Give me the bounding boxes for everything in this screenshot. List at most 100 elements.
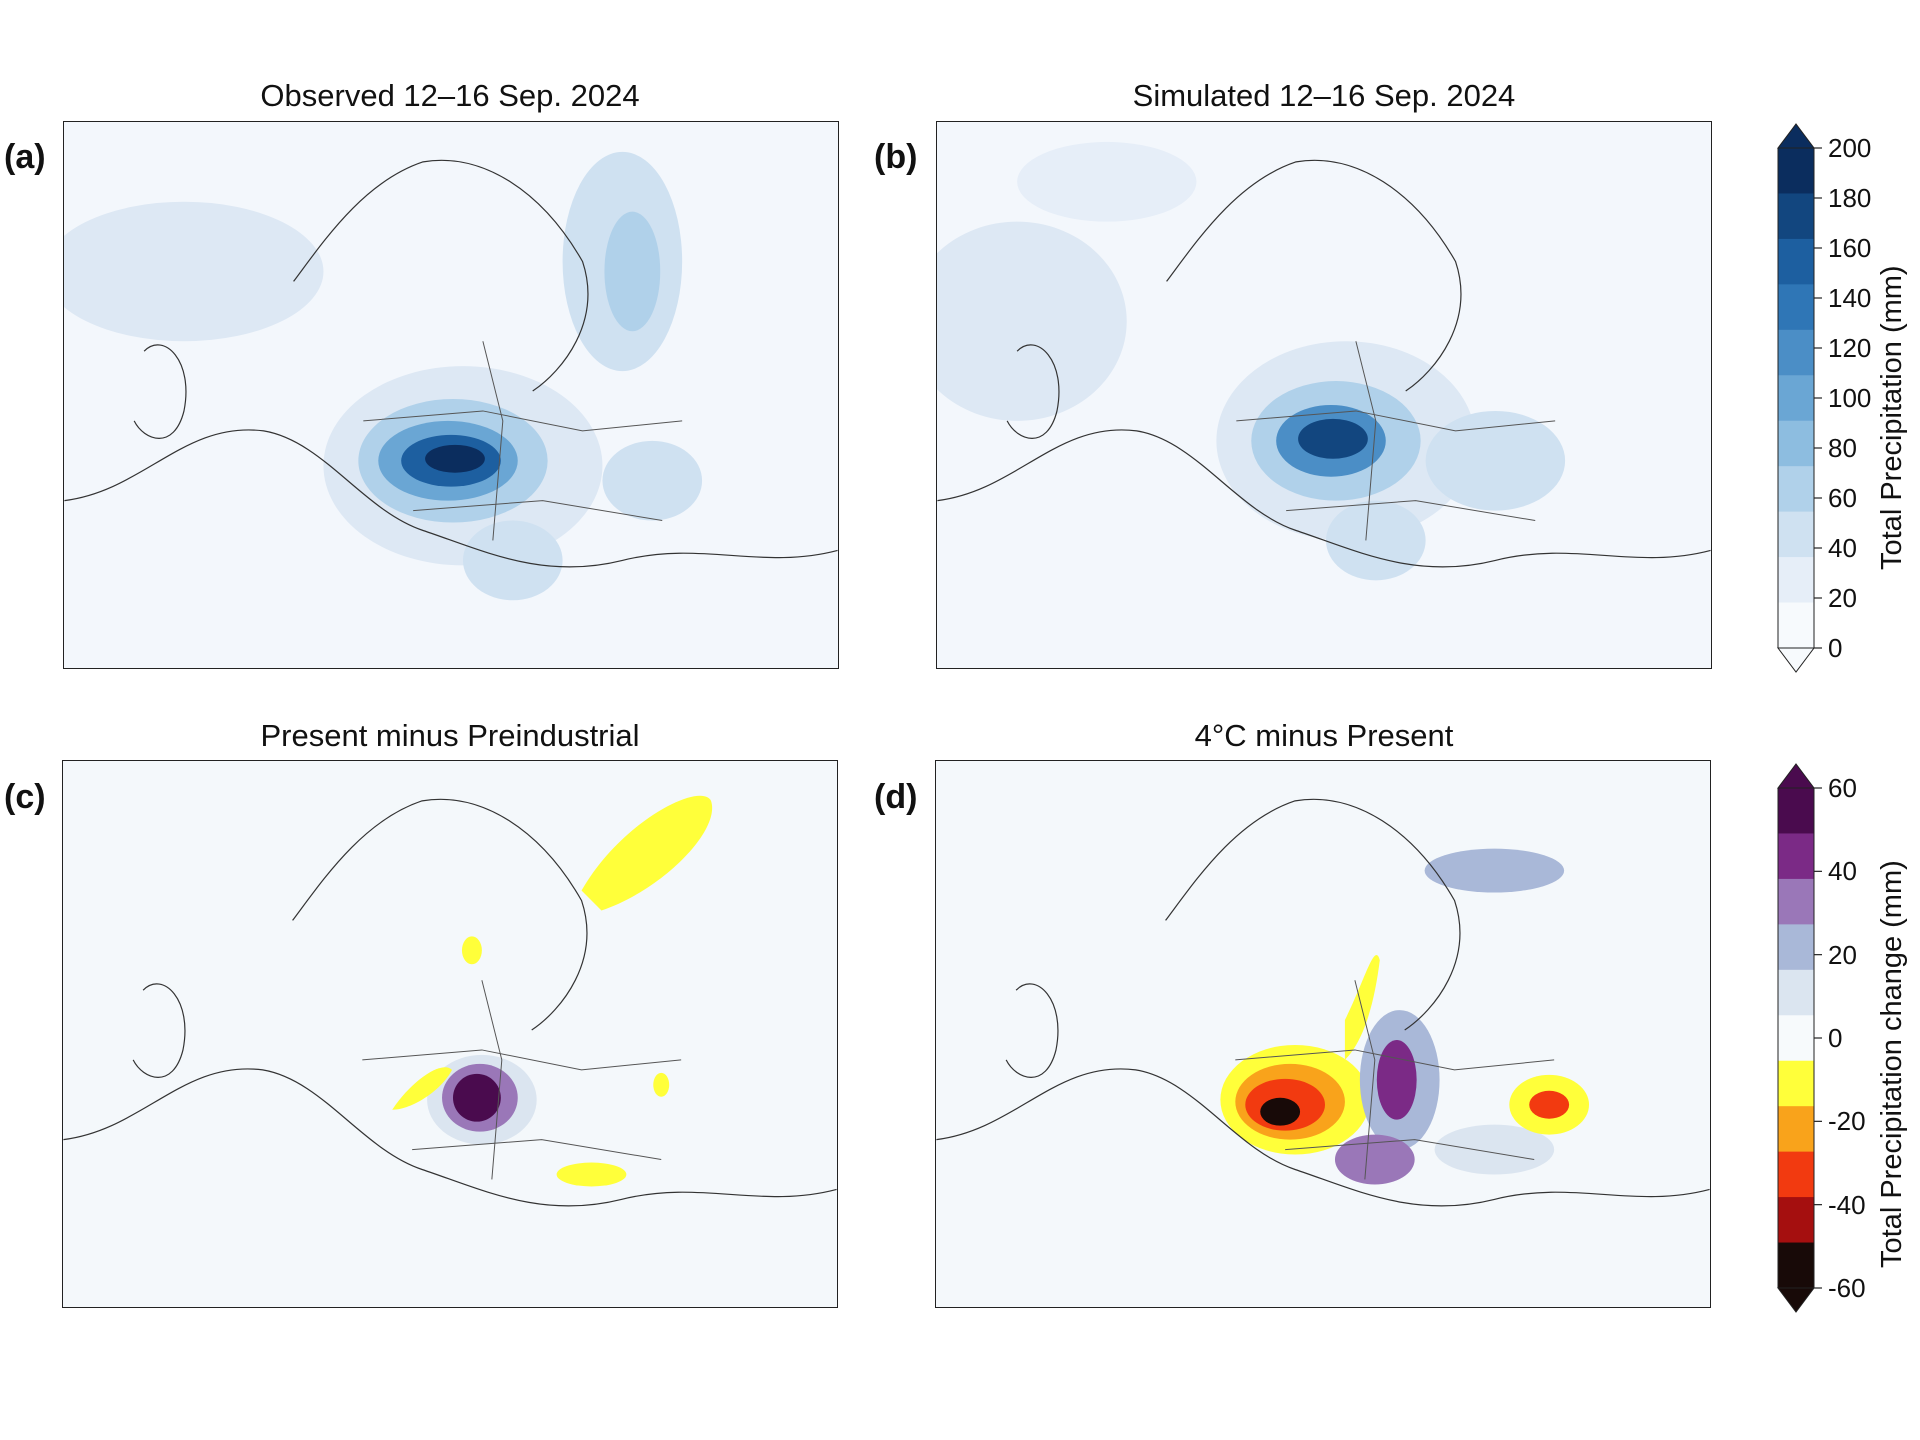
colorbar-top-tick-label: 40	[1828, 533, 1857, 563]
colorbar-bottom-segment	[1778, 788, 1814, 834]
colorbar-top-label: Total Precipitation (mm)	[1876, 265, 1908, 570]
field-blob	[1017, 141, 1197, 222]
panel-a-letter: (a)	[4, 138, 46, 176]
borders	[363, 341, 683, 541]
field-blob	[1424, 848, 1565, 893]
colorbar-top-tick-label: 200	[1828, 133, 1872, 163]
colorbar-bottom-extend-top	[1777, 763, 1815, 789]
colorbar-bottom	[1777, 763, 1822, 1313]
colorbar-bottom-tick-label: 40	[1828, 856, 1857, 887]
coastline	[63, 1068, 837, 1207]
colorbar-top-extend-top	[1777, 123, 1815, 149]
colorbar-top	[1777, 123, 1822, 673]
panel-b-title: Simulated 12–16 Sep. 2024	[1132, 78, 1516, 113]
colorbar-top-segment	[1778, 329, 1814, 376]
colorbar-top-tick-label: 120	[1828, 333, 1872, 363]
colorbar-bottom-segment	[1778, 1015, 1814, 1062]
colorbar-bottom-segment	[1778, 924, 1814, 971]
colorbar-bottom-extend-bottom	[1777, 1287, 1815, 1313]
panel-a-title: Observed 12–16 Sep. 2024	[260, 78, 640, 113]
colorbar-bottom-label: Total Precipitation change (mm)	[1876, 860, 1908, 1268]
colorbar-top-segment	[1778, 375, 1814, 422]
precip-change-field-d	[936, 761, 1710, 1307]
colorbar-bottom-segment	[1778, 878, 1814, 925]
colorbar-top-segment	[1778, 148, 1814, 194]
field-blob	[1298, 418, 1368, 459]
field-blob	[425, 444, 485, 473]
colorbar-bottom-tick-label: -20	[1828, 1106, 1866, 1137]
field-blob	[1529, 1090, 1570, 1119]
panel-c-letter: (c)	[4, 778, 46, 816]
field-blob	[1325, 500, 1426, 581]
coastline	[1006, 344, 1060, 439]
field-blob	[461, 936, 482, 965]
colorbar-top-tick-label: 160	[1828, 233, 1872, 263]
colorbar-bottom-segment	[1778, 1197, 1814, 1244]
coastline	[133, 344, 187, 439]
field-blob	[1434, 1124, 1555, 1175]
field-blob	[602, 440, 703, 521]
field-blob	[392, 1067, 452, 1110]
colorbar-bottom-tick-label: 20	[1828, 939, 1857, 970]
borders	[1235, 980, 1555, 1180]
panel-c-title: Present minus Preindustrial	[260, 718, 640, 753]
colorbar-top-tick-label: 140	[1828, 283, 1872, 313]
colorbar-top-segment	[1778, 511, 1814, 558]
field-blob	[1425, 410, 1566, 511]
panel-d-letter: (d)	[874, 778, 918, 816]
panel-d-title: 4°C minus Present	[1194, 718, 1454, 753]
borders	[362, 980, 682, 1180]
colorbar-top-segment	[1778, 193, 1814, 240]
coastline	[132, 983, 186, 1078]
map-panel-a	[63, 121, 839, 669]
colorbar-top-tick-label: 80	[1828, 433, 1857, 463]
colorbar-bottom-tick-label: 60	[1828, 773, 1857, 803]
panel-b-letter: (b)	[874, 138, 918, 176]
field-blob	[1260, 1097, 1301, 1126]
precip-field-a	[64, 151, 838, 601]
colorbar-top-segment	[1778, 466, 1814, 513]
colorbar-bottom-tick-label: -60	[1828, 1273, 1866, 1303]
map-panel-d	[935, 760, 1711, 1308]
field-blob	[64, 201, 324, 342]
map-panel-c	[62, 760, 838, 1308]
colorbar-top-segment	[1778, 420, 1814, 467]
precip-field-b	[937, 141, 1711, 581]
colorbar-bottom-tick-label: -40	[1828, 1189, 1866, 1220]
coastline	[1165, 798, 1461, 1031]
colorbar-bottom-segment	[1778, 1060, 1814, 1107]
field-blob	[1376, 1039, 1417, 1120]
colorbar-top-segment	[1778, 284, 1814, 331]
colorbar-top-tick-label: 180	[1828, 183, 1872, 213]
coastline	[1166, 159, 1462, 392]
field-blob	[1344, 954, 1380, 1060]
coastline	[936, 1068, 1710, 1207]
colorbar-top-tick-label: 60	[1828, 483, 1857, 513]
colorbar-bottom-segment	[1778, 1106, 1814, 1153]
precip-change-field-c	[63, 761, 837, 1307]
colorbar-top-tick-label: 0	[1828, 633, 1843, 663]
field-blob	[604, 211, 661, 332]
field-blob	[581, 795, 713, 911]
field-blob	[452, 1073, 501, 1122]
field-blob	[556, 1162, 627, 1187]
colorbar-bottom-segment	[1778, 833, 1814, 880]
colorbar-bottom-segment	[1778, 1242, 1814, 1289]
colorbar-top-segment	[1778, 557, 1814, 604]
borders	[1236, 341, 1556, 541]
field-blob	[653, 1072, 670, 1097]
coastline	[937, 429, 1711, 568]
colorbar-top-extend-bottom	[1777, 647, 1815, 673]
colorbar-top-segment	[1778, 602, 1814, 649]
colorbar-top-segment	[1778, 238, 1814, 285]
field-blob	[937, 221, 1127, 421]
map-panel-b	[936, 121, 1712, 669]
coastline	[64, 429, 838, 568]
colorbar-bottom-segment	[1778, 1151, 1814, 1198]
colorbar-top-tick-label: 20	[1828, 583, 1857, 613]
coastline	[1005, 983, 1059, 1078]
colorbar-bottom-tick-label: 0	[1828, 1023, 1843, 1053]
colorbar-top-tick-label: 100	[1828, 383, 1872, 413]
coastline	[293, 159, 589, 392]
field-blob	[1334, 1134, 1415, 1185]
